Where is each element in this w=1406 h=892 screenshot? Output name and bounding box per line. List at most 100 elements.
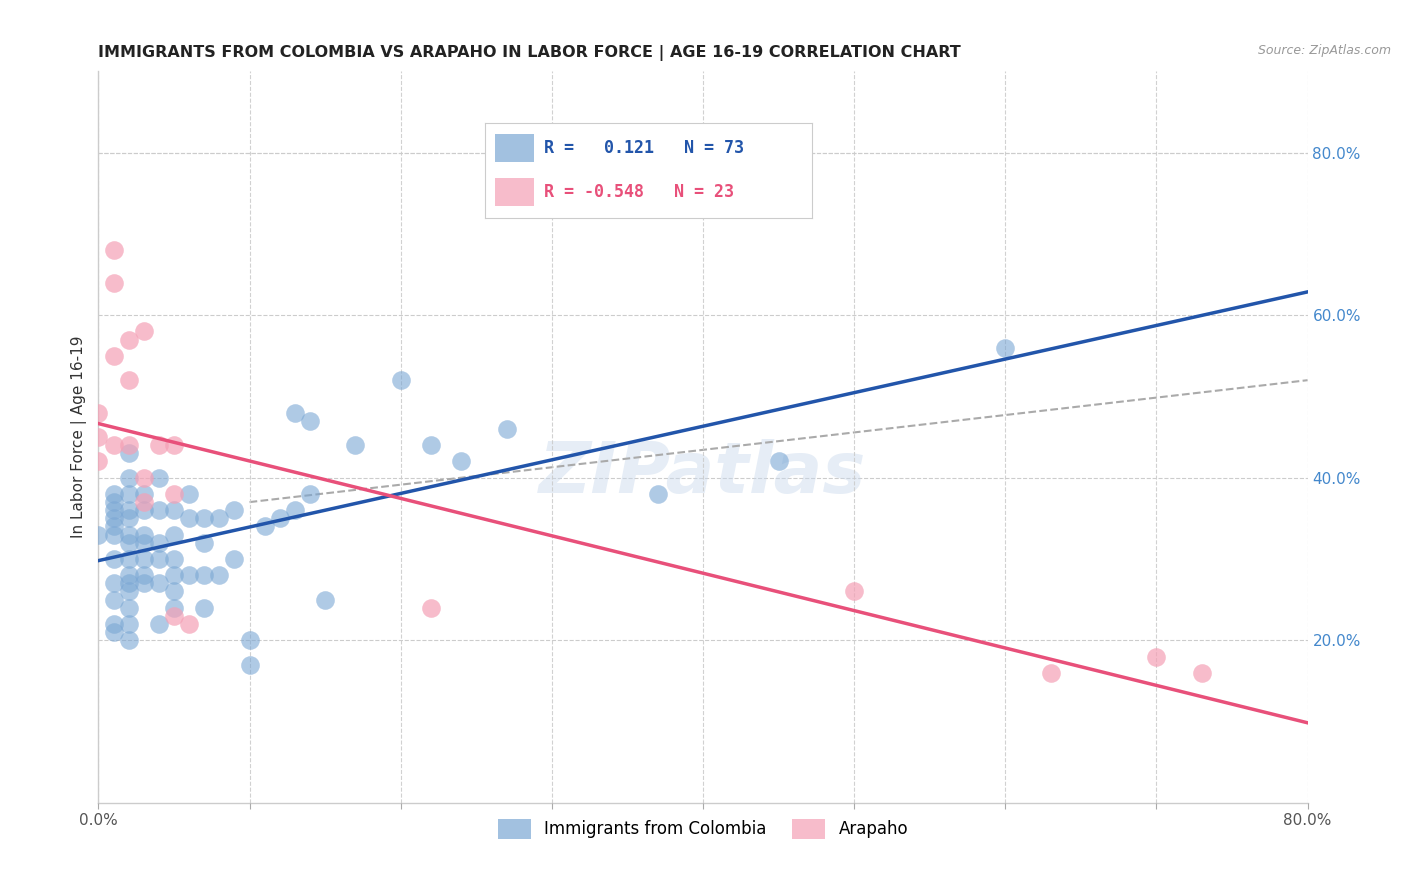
Point [208,511,231,525]
Point [299,487,322,501]
Point [163,608,186,623]
Point [87,454,110,468]
Point [132,527,155,541]
Point [284,503,307,517]
Point [450,454,472,468]
Point [118,333,141,347]
Point [118,527,141,541]
Point [148,471,170,485]
Point [179,617,201,632]
Point [844,584,866,599]
Point [269,511,291,525]
Point [163,527,186,541]
Point [103,527,125,541]
Point [148,617,170,632]
Point [103,349,125,363]
Point [179,568,201,582]
Point [420,438,443,452]
Point [132,325,155,339]
Point [148,535,170,549]
Point [389,373,412,387]
Point [224,503,246,517]
Point [103,487,125,501]
Point [239,657,262,672]
Point [148,503,170,517]
Text: IMMIGRANTS FROM COLOMBIA VS ARAPAHO IN LABOR FORCE | AGE 16-19 CORRELATION CHART: IMMIGRANTS FROM COLOMBIA VS ARAPAHO IN L… [98,45,962,62]
Text: ZIPatlas: ZIPatlas [540,439,866,508]
Point [103,625,125,640]
Point [118,584,141,599]
Point [193,600,215,615]
Point [193,511,215,525]
Point [87,406,110,420]
Point [193,535,215,549]
Point [163,438,186,452]
Point [87,527,110,541]
Point [87,430,110,444]
Point [118,552,141,566]
Point [118,373,141,387]
Point [118,617,141,632]
Point [118,535,141,549]
Point [103,511,125,525]
Point [163,487,186,501]
Point [103,503,125,517]
Point [163,600,186,615]
Point [179,511,201,525]
Point [118,503,141,517]
Point [118,576,141,591]
Point [1144,649,1167,664]
Point [118,471,141,485]
Point [253,519,276,533]
Point [103,519,125,533]
Point [193,568,215,582]
Point [132,535,155,549]
Point [284,406,307,420]
Point [495,422,517,436]
Point [224,552,246,566]
Point [118,446,141,460]
Point [163,584,186,599]
Point [132,576,155,591]
Point [344,438,367,452]
Point [103,617,125,632]
Point [132,471,155,485]
Point [118,568,141,582]
Point [163,552,186,566]
Point [103,592,125,607]
Text: Source: ZipAtlas.com: Source: ZipAtlas.com [1258,45,1391,57]
Point [299,414,322,428]
Point [132,568,155,582]
Point [132,487,155,501]
Point [118,487,141,501]
Point [163,503,186,517]
Point [118,438,141,452]
Point [208,568,231,582]
Point [103,243,125,257]
Point [1039,665,1062,680]
Point [118,600,141,615]
Point [118,511,141,525]
Point [148,576,170,591]
Point [132,503,155,517]
Point [148,552,170,566]
Point [647,487,669,501]
Y-axis label: In Labor Force | Age 16-19: In Labor Force | Age 16-19 [72,335,87,539]
Point [420,600,443,615]
Point [1191,665,1213,680]
Point [132,495,155,509]
Legend: Immigrants from Colombia, Arapaho: Immigrants from Colombia, Arapaho [491,812,915,846]
Point [103,576,125,591]
Point [314,592,336,607]
Point [118,633,141,648]
Point [994,341,1017,355]
Point [103,495,125,509]
Point [163,568,186,582]
Point [768,454,790,468]
Point [103,438,125,452]
Point [179,487,201,501]
Point [148,438,170,452]
Point [132,552,155,566]
Point [103,552,125,566]
Point [239,633,262,648]
